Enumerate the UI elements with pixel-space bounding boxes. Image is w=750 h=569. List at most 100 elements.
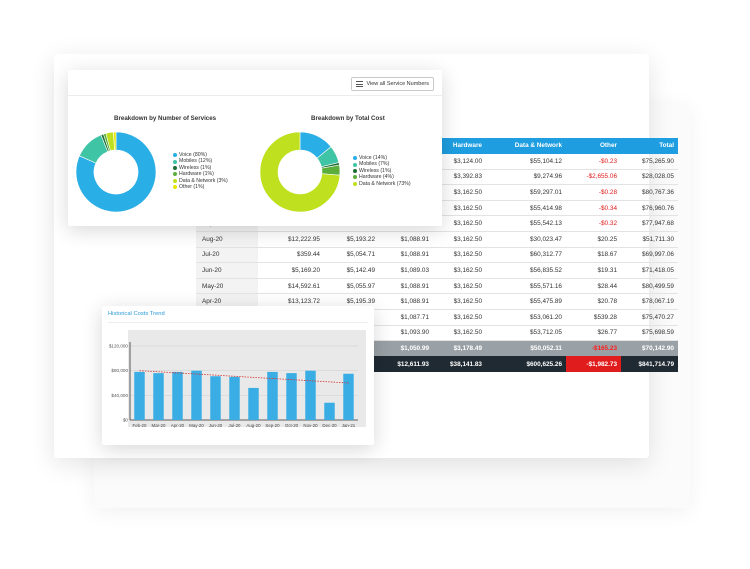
donut-slice[interactable] (113, 131, 117, 151)
donut-slice[interactable] (259, 131, 341, 213)
table-cell: $75,470.27 (621, 309, 678, 326)
table-cell: -$2,655.06 (566, 169, 621, 186)
table-cell: $75,265.90 (621, 153, 678, 170)
table-cell: $14,592.61 (258, 278, 324, 295)
bar[interactable] (210, 376, 221, 420)
y-tick-label: $120,000 (109, 344, 129, 349)
legend-item[interactable]: Hardware (4%) (353, 174, 411, 180)
table-cell: $55,571.16 (486, 278, 566, 295)
table-cell: $71,418.05 (621, 262, 678, 279)
legend-label: Wireless (1%) (359, 167, 392, 174)
table-cell: $12,611.93 (379, 356, 433, 372)
y-tick-label: $0 (123, 418, 129, 423)
historical-costs-chart: $0 $40,000 $80,000 $120,000 Feb-20 Mar-20 Apr-… (109, 330, 366, 428)
table-row[interactable]: May-20 $14,592.61 $5,055.97 $1,088.91 $3,162… (196, 278, 678, 295)
legend-item[interactable]: Voice (80%) (173, 152, 228, 158)
bar[interactable] (286, 373, 297, 420)
list-icon (356, 81, 364, 87)
x-tick-label: Apr-20 (171, 423, 185, 428)
legend-swatch (173, 166, 177, 171)
bar[interactable] (229, 376, 240, 420)
table-row[interactable]: Jun-20 $5,169.20 $5,142.49 $1,089.03 $3,162.… (196, 262, 678, 279)
bar[interactable] (267, 371, 278, 420)
month-cell: Aug-20 (196, 231, 258, 248)
bar[interactable] (153, 373, 164, 420)
table-cell: $3,162.50 (433, 325, 486, 342)
legend-swatch (173, 185, 177, 190)
bar[interactable] (172, 371, 183, 420)
legend-item[interactable]: Voice (14%) (353, 155, 411, 161)
x-tick-label: Dec-20 (322, 423, 337, 428)
col-header-total[interactable]: Total (621, 138, 678, 154)
table-cell: $9,274.96 (486, 169, 566, 186)
legend-item[interactable]: Wireless (1%) (353, 168, 411, 174)
col-header-data-network[interactable]: Data & Network (486, 138, 566, 154)
legend-item[interactable]: Other (1%) (173, 184, 228, 190)
col-header-other[interactable]: Other (566, 138, 621, 154)
x-tick-label: Oct-20 (285, 423, 299, 428)
table-cell: $18.67 (566, 247, 621, 264)
table-cell: $5,193.22 (324, 231, 379, 248)
table-cell: $77,947.68 (621, 215, 678, 233)
table-cell: $56,835.52 (486, 262, 566, 279)
table-row[interactable]: Aug-20 $12,222.95 $5,193.22 $1,088.91 $3,162… (196, 231, 678, 248)
table-cell: $55,104.12 (486, 153, 566, 170)
table-cell: $3,162.50 (433, 184, 486, 201)
table-cell: -$165.23 (566, 340, 621, 357)
table-cell: $55,414.98 (486, 200, 566, 217)
x-tick-label: Jul-20 (229, 423, 242, 428)
table-cell: $50,052.11 (486, 340, 566, 357)
legend-swatch (173, 172, 177, 177)
chart1-legend: Voice (80%) Mobiles (12%) Wireless (1%) Har… (173, 152, 228, 190)
legend-label: Other (1%) (179, 184, 205, 191)
legend-item[interactable]: Wireless (1%) (173, 165, 228, 171)
table-cell: $359.44 (258, 247, 324, 264)
table-cell: $3,162.50 (433, 215, 486, 233)
legend-label: Mobiles (7%) (359, 161, 390, 168)
bar[interactable] (305, 370, 316, 420)
historical-costs-title: Historical Costs Trend (108, 311, 165, 317)
table-cell: $3,162.50 (433, 262, 486, 279)
legend-item[interactable]: Mobiles (7%) (353, 161, 411, 167)
table-cell: $3,124.00 (433, 153, 486, 170)
chart1-title: Breakdown by Number of Services (114, 115, 217, 122)
table-cell: $19.31 (566, 262, 621, 279)
legend-item[interactable]: Data & Network (3%) (173, 178, 228, 184)
table-cell: -$0.28 (566, 184, 621, 201)
legend-item[interactable]: Mobiles (12%) (173, 158, 228, 164)
col-header-hardware[interactable]: Hardware (433, 138, 486, 154)
cost-donut-chart (259, 131, 341, 213)
table-cell: $78,067.19 (621, 293, 678, 311)
bar[interactable] (134, 371, 145, 420)
table-cell: -$0.23 (566, 153, 621, 170)
table-cell: $80,767.36 (621, 184, 678, 201)
legend-swatch (353, 156, 357, 161)
table-cell: $30,023.47 (486, 231, 566, 248)
table-cell: $1,093.90 (379, 325, 433, 342)
divider (108, 322, 368, 323)
table-cell: $76,960.76 (621, 200, 678, 217)
donut-slice[interactable] (75, 131, 157, 213)
bar[interactable] (248, 387, 259, 420)
table-cell: $841,714.79 (621, 356, 678, 372)
x-tick-label: Aug-20 (246, 423, 261, 428)
legend-swatch (353, 181, 357, 186)
bar[interactable] (324, 402, 335, 420)
table-cell: $1,088.91 (379, 231, 433, 248)
bar[interactable] (191, 370, 202, 420)
table-row[interactable]: Jul-20 $359.44 $5,054.71 $1,088.91 $3,162.50… (196, 247, 678, 264)
view-all-service-numbers-button[interactable]: View all Service Numbers (351, 77, 434, 91)
table-cell: $5,169.20 (258, 262, 324, 279)
bar[interactable] (343, 373, 354, 420)
table-cell: $53,712.05 (486, 325, 566, 342)
legend-item[interactable]: Hardware (1%) (173, 171, 228, 177)
table-cell: $28,028.05 (621, 169, 678, 186)
x-tick-label: Feb-20 (133, 423, 147, 428)
services-donut-chart (75, 131, 157, 213)
legend-swatch (173, 178, 177, 183)
legend-item[interactable]: Data & Network (73%) (353, 181, 411, 187)
table-cell: $1,088.91 (379, 247, 433, 264)
table-cell: $60,312.77 (486, 247, 566, 264)
legend-label: Hardware (4%) (359, 174, 394, 181)
x-tick-label: Sep-20 (265, 423, 280, 428)
